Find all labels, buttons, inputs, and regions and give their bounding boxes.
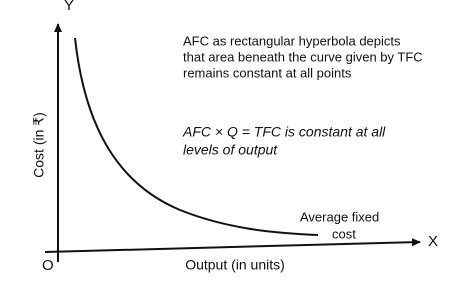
text-line: levels of output [183,142,278,158]
formula: AFC × Q = TFC is constant at all levels o… [182,124,386,158]
x-axis-label: Output (in units) [185,257,285,273]
text-line: remains constant at all points [183,65,352,80]
x-letter: X [428,233,438,250]
text-line: that area beneath the curve given by TFC [183,49,423,64]
afc-curve [74,37,319,236]
y-axis-label: Cost (in ₹) [31,112,47,178]
text-line: AFC as rectangular hyperbola depicts [183,33,401,48]
text-line: cost [332,226,356,241]
y-letter: Y [64,0,74,14]
annotation: AFC as rectangular hyperbola depictsthat… [183,33,423,80]
curve-label: Average fixed cost [300,209,379,241]
x-axis [44,238,421,253]
origin-label: O [42,257,54,274]
text-line: AFC × Q = TFC is constant at all [182,124,386,140]
text-line: Average fixed [300,209,379,224]
